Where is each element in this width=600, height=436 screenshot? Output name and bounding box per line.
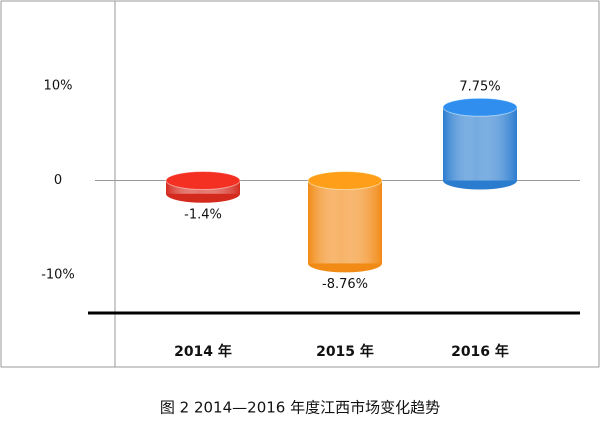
bar [308,180,382,264]
x-tick-label: 2016 年 [451,343,509,360]
value-label: -1.4% [184,207,222,222]
frame [0,0,600,368]
value-label: 7.75% [459,80,500,95]
cylinder-top [307,171,383,191]
cylinder-top [165,171,241,191]
bar [443,107,517,181]
caption: 图 2 2014—2016 年度江西市场变化趋势 [160,399,440,417]
y-tick-label: 0 [54,173,62,188]
y-tick-label: -10% [41,268,75,283]
cylinder-top [442,97,518,117]
x-tick-label: 2015 年 [316,343,374,360]
y-tick-label: 10% [44,78,73,93]
x-tick-label: 2014 年 [174,343,232,360]
value-label: -8.76% [322,277,368,292]
